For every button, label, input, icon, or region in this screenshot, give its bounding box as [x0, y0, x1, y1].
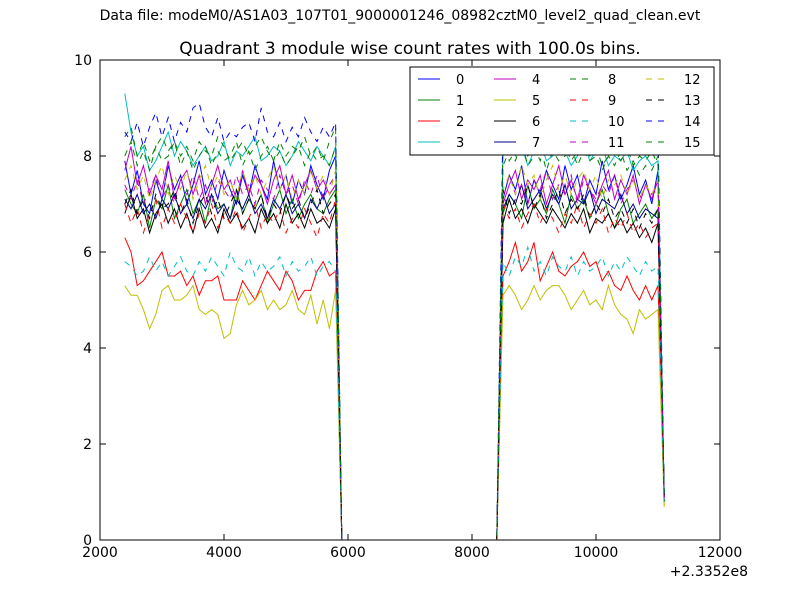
legend-label-9: 9: [608, 94, 616, 109]
y-tick-label: 8: [83, 149, 92, 165]
x-tick-label: 2000: [82, 545, 118, 561]
legend-label-10: 10: [608, 115, 625, 130]
legend-label-4: 4: [532, 73, 540, 88]
series-line-2: [124, 237, 665, 540]
x-tick-label: 12000: [698, 545, 743, 561]
series-line-0: [124, 155, 665, 540]
legend-label-5: 5: [532, 94, 540, 109]
legend-label-11: 11: [608, 136, 625, 151]
series-line-11: [124, 168, 665, 540]
series-line-14: [124, 93, 665, 540]
y-tick-label: 6: [83, 245, 92, 261]
legend-label-7: 7: [532, 136, 540, 151]
series-line-7: [124, 183, 665, 540]
series-line-5: [124, 283, 665, 540]
legend-label-8: 8: [608, 73, 616, 88]
legend-label-0: 0: [456, 73, 464, 88]
series-line-9: [124, 197, 665, 540]
x-tick-label: 4000: [206, 545, 242, 561]
x-offset-text: +2.3352e8: [670, 564, 748, 580]
legend-label-13: 13: [684, 94, 701, 109]
chart-title: Quadrant 3 module wise count rates with …: [179, 39, 640, 59]
x-tick-label: 8000: [454, 545, 490, 561]
series-line-6: [124, 192, 665, 540]
legend-label-1: 1: [456, 94, 464, 109]
series-line-13: [124, 183, 665, 540]
y-tick-label: 0: [83, 533, 92, 549]
legend-label-15: 15: [684, 136, 701, 151]
figure-suptitle: Data file: modeM0/AS1A03_107T01_90000012…: [99, 8, 701, 24]
legend-label-2: 2: [456, 115, 464, 130]
series-line-3: [124, 93, 665, 540]
series-line-1: [124, 184, 665, 540]
series-line-8: [124, 125, 665, 540]
y-tick-label: 10: [74, 53, 92, 69]
series-line-15: [124, 139, 665, 540]
series-line-12: [124, 163, 665, 540]
series-line-10: [124, 245, 665, 540]
legend-label-14: 14: [684, 115, 701, 130]
y-tick-label: 4: [83, 341, 92, 357]
x-tick-label: 6000: [330, 545, 366, 561]
plot-frame: [99, 59, 721, 541]
series-layer: [124, 93, 665, 540]
legend-label-3: 3: [456, 136, 464, 151]
legend-box: [409, 66, 715, 156]
x-tick-label: 10000: [574, 545, 619, 561]
legend-label-12: 12: [684, 73, 701, 88]
legend-label-6: 6: [532, 115, 540, 130]
series-line-4: [124, 146, 665, 540]
y-tick-label: 2: [83, 437, 92, 453]
